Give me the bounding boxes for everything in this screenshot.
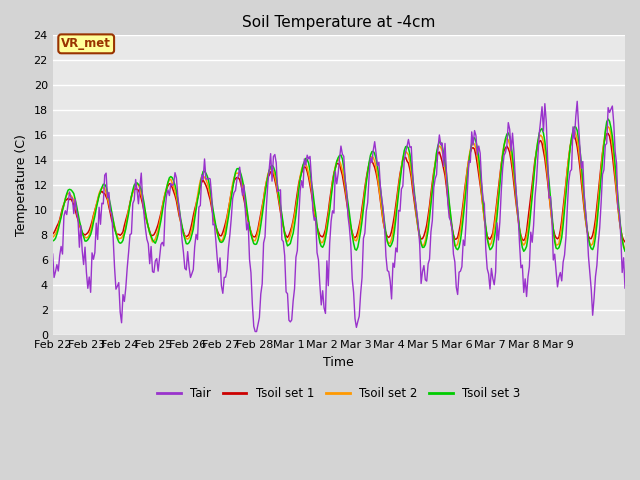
Y-axis label: Temperature (C): Temperature (C) (15, 134, 28, 236)
Legend: Tair, Tsoil set 1, Tsoil set 2, Tsoil set 3: Tair, Tsoil set 1, Tsoil set 2, Tsoil se… (152, 382, 525, 404)
Text: VR_met: VR_met (61, 37, 111, 50)
Title: Soil Temperature at -4cm: Soil Temperature at -4cm (242, 15, 436, 30)
X-axis label: Time: Time (323, 356, 354, 369)
